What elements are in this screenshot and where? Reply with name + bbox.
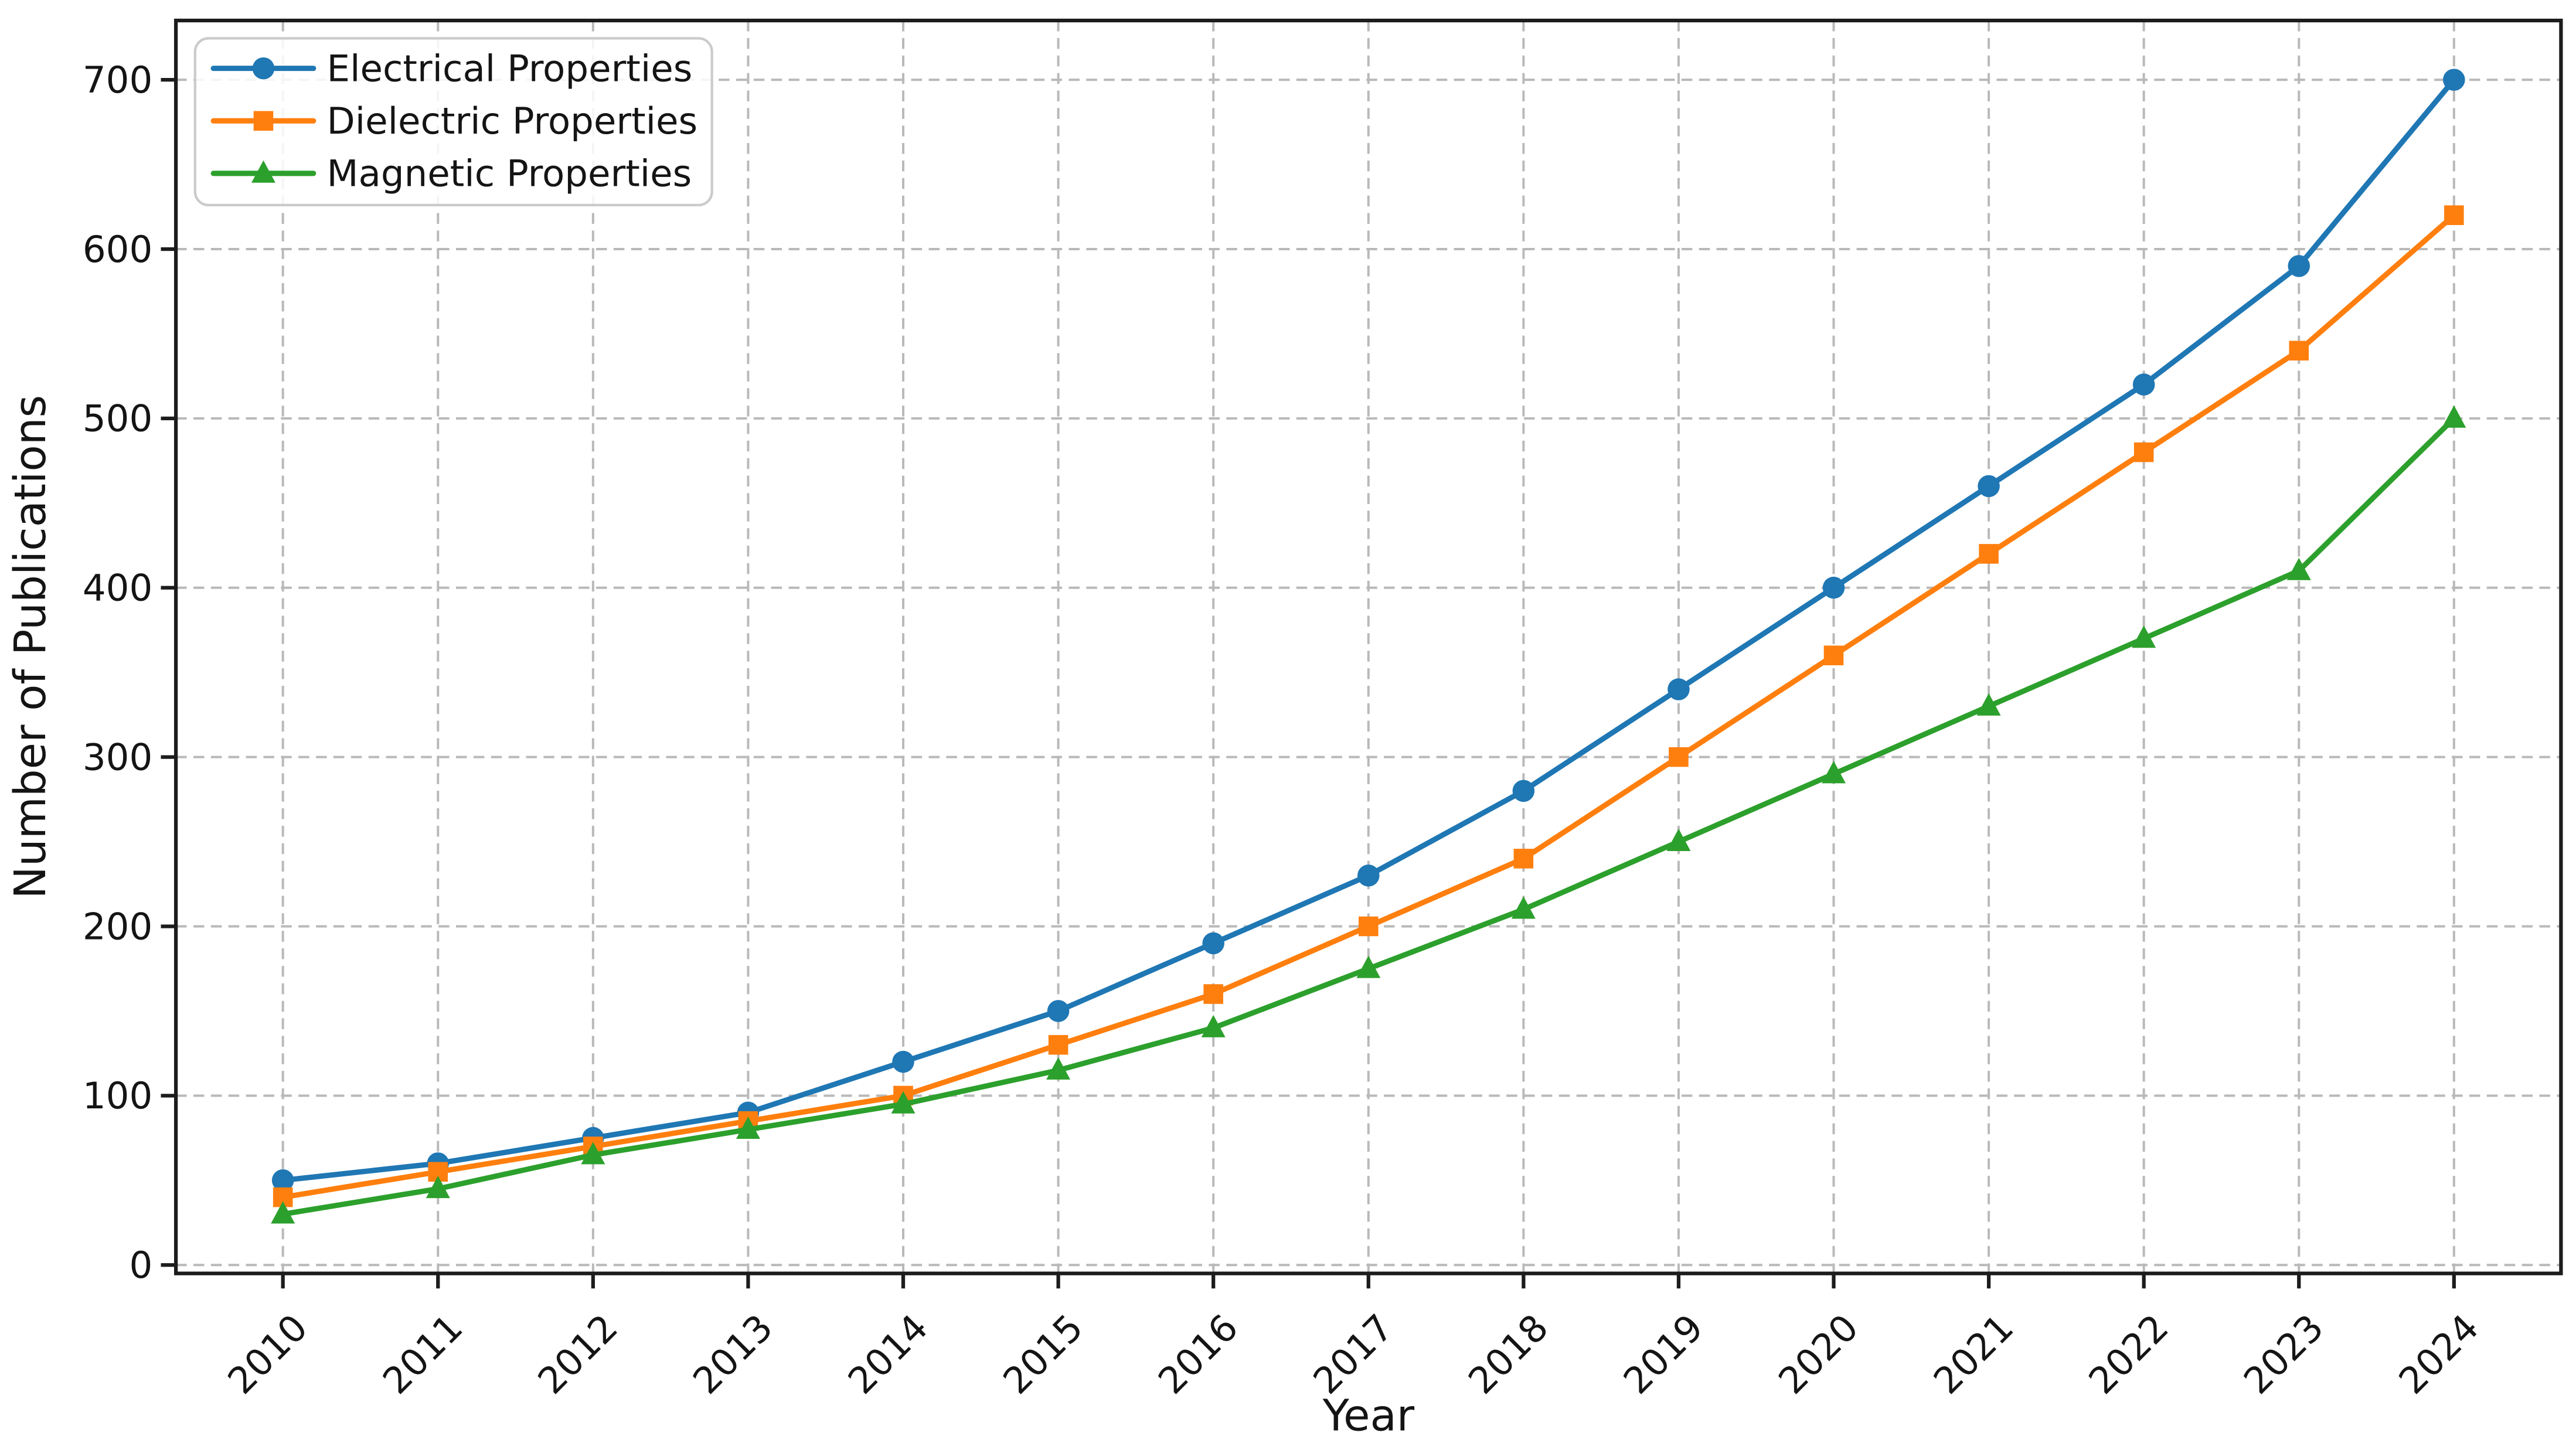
data-point-square [1979,544,1999,564]
y-tick-label: 300 [83,736,152,778]
tick-labels: 2010 2011 2012 2013 2014 2015 2016 2017 2018 2019… [83,59,2487,1403]
data-point-circle [1512,780,1535,802]
data-point-triangle [1976,693,2001,716]
x-tick-label: 2017 [1305,1306,1401,1402]
x-axis-title: Year [1322,1391,1415,1441]
x-tick-label: 2014 [840,1306,936,1402]
data-point-square [1823,645,1844,666]
legend-label-electrical: Electrical Properties [327,47,693,90]
data-point-square [1203,984,1223,1004]
data-point-circle [2443,69,2465,91]
data-point-square [1358,916,1379,937]
legend-box [193,37,713,207]
y-tick-label: 500 [83,397,152,440]
data-point-triangle [1046,1057,1071,1080]
y-tick-label: 400 [83,567,152,610]
data-point-triangle [581,1142,605,1165]
data-point-triangle [2442,405,2466,428]
data-point-triangle [2286,557,2311,580]
x-tick-label: 2019 [1615,1306,1711,1402]
legend-sample-marker [251,160,275,183]
data-point-square [2133,442,2154,462]
data-point-square [1669,747,1689,767]
data-point-triangle [1356,955,1381,978]
x-tick-label: 2010 [220,1306,316,1402]
data-point-triangle [1822,761,1846,784]
legend-item-electrical: Electrical Properties [210,47,693,90]
legend-sample-marker [252,57,275,80]
y-axis-title: Number of Publications [5,395,56,899]
x-tick-label: 2018 [1460,1306,1556,1402]
data-point-square [1513,849,1534,869]
data-point-triangle [2132,625,2156,648]
legend-marker-dielectric [210,111,317,131]
y-tick-label: 0 [129,1244,152,1287]
x-tick-label: 2023 [2235,1306,2332,1402]
data-point-circle [1357,865,1380,887]
x-tick-label: 2022 [2081,1306,2177,1402]
data-point-triangle [736,1116,760,1139]
x-tick-label: 2013 [685,1306,781,1402]
x-tick-label: 2012 [530,1306,626,1402]
x-tick-label: 2011 [375,1306,471,1402]
series-line-circle [280,77,2457,1183]
y-tick-label: 200 [83,905,152,948]
data-point-circle [1978,475,2000,498]
x-tick-label: 2015 [995,1306,1091,1402]
data-point-circle [2288,255,2310,277]
legend-item-magnetic: Magnetic Properties [210,152,692,195]
legend-marker-electrical [210,57,317,80]
x-tick-label: 2016 [1150,1306,1246,1402]
legend-item-dielectric: Dielectric Properties [210,100,698,142]
data-point-circle [1047,1000,1070,1022]
y-tick-label: 700 [83,59,152,101]
x-tick-label: 2020 [1770,1306,1866,1402]
data-point-triangle [426,1176,450,1199]
y-tick-label: 600 [83,228,152,271]
data-point-triangle [1511,896,1536,919]
data-series [271,69,2466,1224]
data-point-circle [1668,678,1690,700]
data-point-triangle [1666,828,1691,851]
legend-label-dielectric: Dielectric Properties [327,100,698,142]
gridlines [176,20,2561,1274]
data-point-circle [1202,932,1224,955]
data-point-triangle [1201,1015,1226,1037]
data-point-circle [1822,576,1845,599]
data-point-circle [892,1050,914,1073]
data-point-triangle [271,1201,295,1224]
data-point-square [2444,205,2464,225]
data-point-circle [2132,373,2155,396]
data-point-triangle [891,1091,916,1114]
data-point-circle [271,1169,294,1192]
x-tick-label: 2021 [1925,1306,2022,1402]
x-tick-label: 2024 [2391,1306,2487,1402]
data-point-square [1048,1035,1068,1055]
y-tick-label: 100 [83,1074,152,1117]
plot-border [173,18,2563,1275]
axes [161,18,2563,1289]
legend-marker-magnetic [210,160,317,183]
data-point-square [2289,341,2309,361]
legend-sample-marker [253,111,274,131]
legend: Electrical Properties Dielectric Propert… [193,37,713,207]
legend-label-magnetic: Magnetic Properties [327,152,692,195]
